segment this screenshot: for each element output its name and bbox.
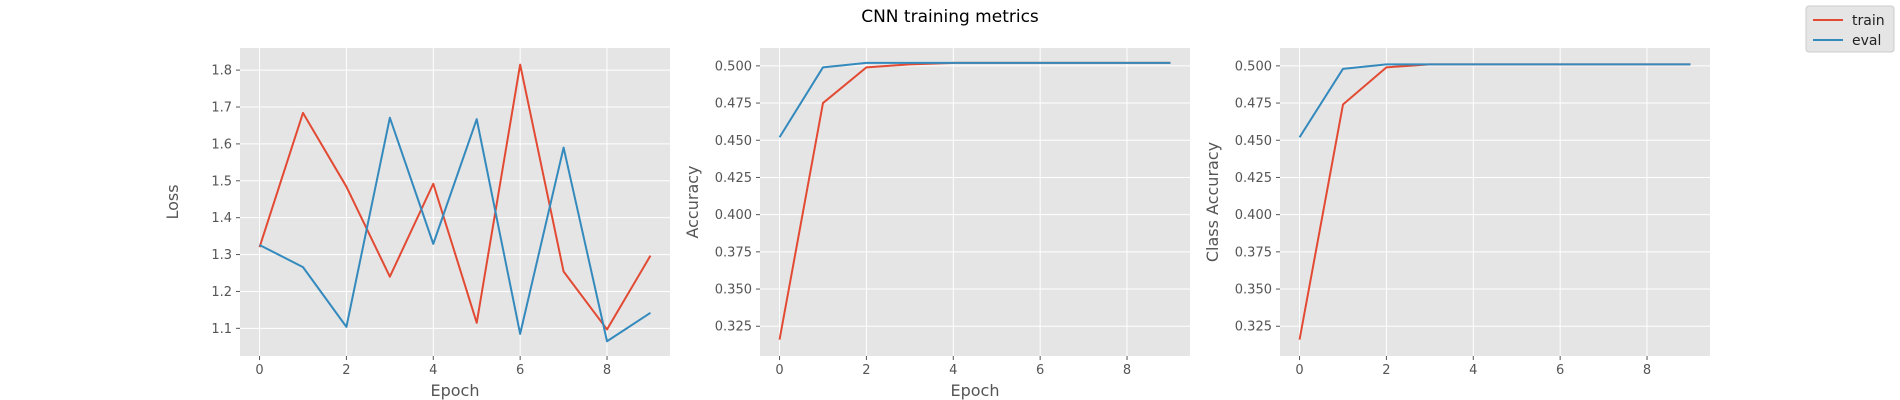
loss-series-eval — [259, 116, 651, 343]
class-accuracy-x-tick-label: 0 — [1295, 363, 1303, 378]
accuracy-chart: 0 2 4 6 8 0.325 0.350 0.375 0.400 0.425 0.450 0.475… — [683, 48, 1190, 400]
loss-y-tick-label: 1.3 — [211, 248, 232, 263]
accuracy-y-tick-label: 0.375 — [715, 245, 752, 260]
legend-label-eval: eval — [1852, 33, 1881, 49]
class-accuracy-x-tick-label: 4 — [1469, 363, 1477, 378]
accuracy-x-tick-label: 2 — [862, 363, 870, 378]
figure-title: CNN training metrics — [861, 7, 1039, 27]
loss-x-axis-label: Epoch — [431, 381, 480, 400]
accuracy-x-axis-label: Epoch — [951, 381, 1000, 400]
loss-x-tick-label: 2 — [342, 363, 350, 378]
accuracy-y-tick-label: 0.450 — [715, 134, 752, 149]
accuracy-y-tick-label: 0.400 — [715, 208, 752, 223]
loss-y-axis-label: Loss — [163, 184, 182, 219]
accuracy-y-tick-label: 0.475 — [715, 97, 752, 112]
class-accuracy-x-tick-label: 6 — [1556, 363, 1564, 378]
class-accuracy-x-tick-label: 2 — [1382, 363, 1390, 378]
class-accuracy-series-eval — [1298, 63, 1691, 138]
loss-x-tick-label: 4 — [429, 363, 437, 378]
class-accuracy-y-tick-label: 0.375 — [1235, 245, 1272, 260]
class-accuracy-y-tick-label: 0.400 — [1235, 208, 1272, 223]
accuracy-plot-area — [760, 48, 1190, 356]
loss-series-train — [258, 63, 652, 331]
accuracy-y-tick-label: 0.425 — [715, 171, 752, 186]
class-accuracy-y-tick-label: 0.500 — [1235, 59, 1272, 74]
class-accuracy-x-tick-label: 8 — [1643, 363, 1651, 378]
legend: train eval — [1805, 5, 1895, 53]
loss-y-tick-label: 1.7 — [211, 101, 232, 116]
class-accuracy-y-tick-label: 0.350 — [1235, 283, 1272, 298]
loss-chart: 0 2 4 6 8 1.1 1.2 1.3 1.4 1.5 1.6 1.7 1.8 Epoch Loss — [163, 48, 670, 400]
class-accuracy-y-tick-label: 0.450 — [1235, 134, 1272, 149]
class-accuracy-plot-area — [1280, 48, 1710, 356]
loss-y-tick-label: 1.4 — [211, 211, 232, 226]
legend-label-train: train — [1852, 13, 1885, 29]
accuracy-y-tick-label: 0.325 — [715, 320, 752, 335]
loss-y-tick-label: 1.2 — [211, 285, 232, 300]
loss-y-tick-label: 1.8 — [211, 64, 232, 79]
loss-y-tick-label: 1.5 — [211, 174, 232, 189]
accuracy-x-tick-label: 8 — [1123, 363, 1131, 378]
class-accuracy-y-tick-label: 0.475 — [1235, 97, 1272, 112]
loss-plot-area — [240, 48, 670, 356]
accuracy-x-tick-label: 6 — [1036, 363, 1044, 378]
loss-x-tick-label: 6 — [516, 363, 524, 378]
loss-y-tick-label: 1.1 — [211, 322, 232, 337]
loss-x-tick-label: 0 — [255, 363, 263, 378]
accuracy-y-tick-label: 0.500 — [715, 59, 752, 74]
accuracy-series-eval — [778, 61, 1171, 138]
accuracy-x-tick-label: 0 — [775, 363, 783, 378]
class-accuracy-chart: 0 2 4 6 8 0.325 0.350 0.375 0.400 0.425 0.450 0.475… — [1203, 48, 1710, 378]
class-accuracy-y-tick-label: 0.425 — [1235, 171, 1272, 186]
class-accuracy-y-axis-label: Class Accuracy — [1203, 142, 1222, 262]
accuracy-x-tick-label: 4 — [949, 363, 957, 378]
loss-y-tick-label: 1.6 — [211, 137, 232, 152]
accuracy-y-axis-label: Accuracy — [683, 165, 702, 238]
loss-x-tick-label: 8 — [603, 363, 611, 378]
accuracy-y-tick-label: 0.350 — [715, 283, 752, 298]
class-accuracy-y-tick-label: 0.325 — [1235, 320, 1272, 335]
